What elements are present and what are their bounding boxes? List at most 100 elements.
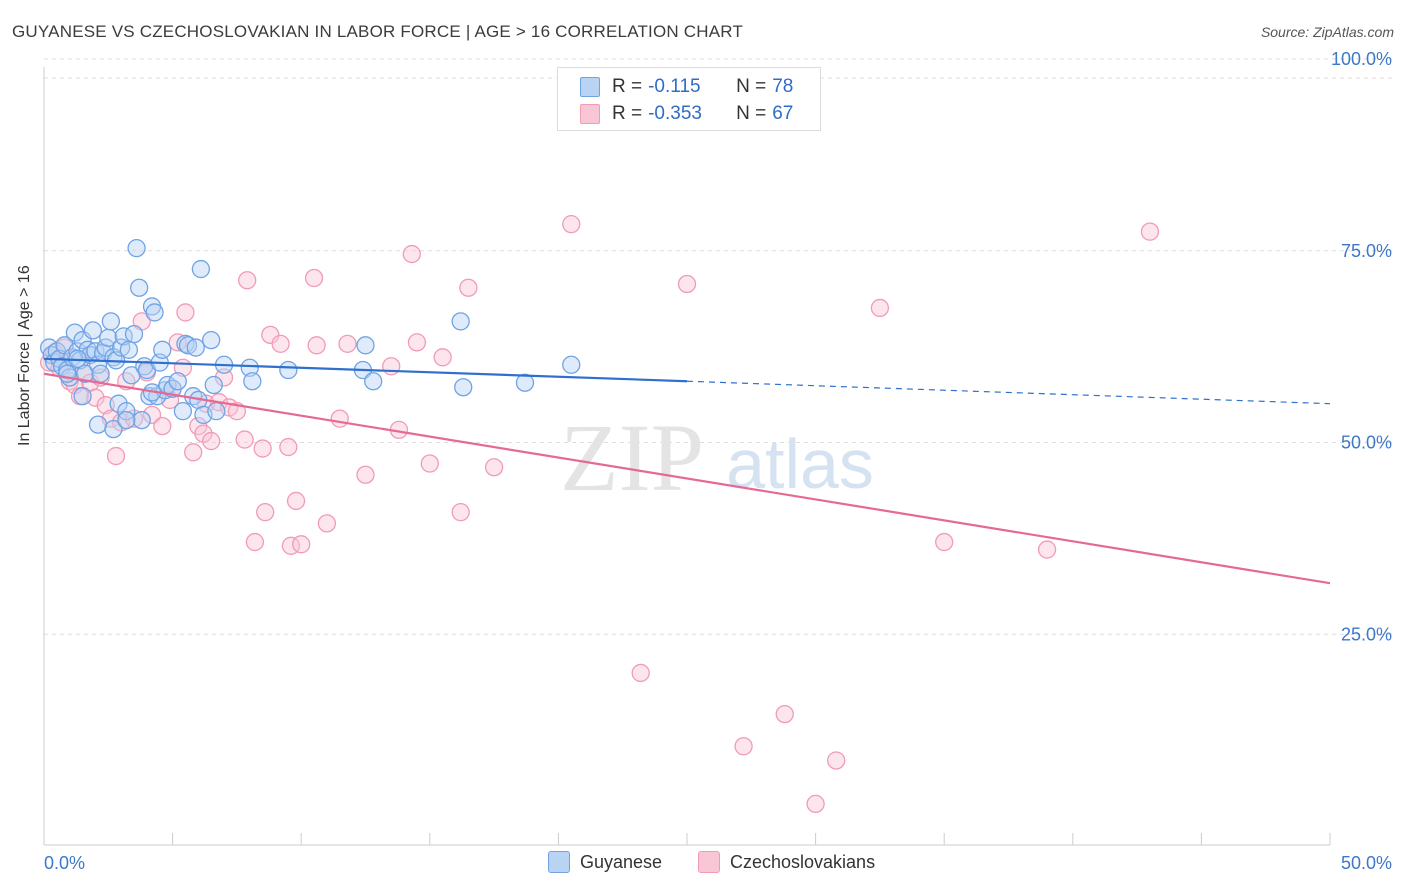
czech-point	[330, 409, 349, 428]
y-tick-label: 75.0%	[1341, 241, 1392, 261]
czech-point	[775, 704, 794, 724]
czech-point	[459, 278, 478, 297]
legend-row-czech: R = -0.353 N = 67	[580, 102, 793, 126]
guyanese-legend-swatch	[548, 851, 570, 873]
guyanese-point	[356, 336, 375, 355]
series-czechoslovakians	[39, 215, 1160, 814]
tick-labels: 25.0% 50.0% 75.0% 100.0% 0.0% 50.0%	[44, 49, 1392, 873]
czech-point	[827, 751, 846, 770]
y-tick-label: 100.0%	[1331, 49, 1392, 69]
czech-point	[214, 368, 234, 387]
czech-point	[245, 532, 265, 552]
correlation-legend: R = -0.115 N = 78 R = -0.353 N = 67	[557, 67, 821, 131]
series-guyanese	[39, 238, 581, 439]
guyanese-point	[202, 330, 221, 350]
czech-point	[235, 430, 254, 449]
czech-point	[562, 215, 581, 234]
czech-point	[451, 502, 470, 522]
watermark: ZIP atlas	[560, 404, 874, 511]
czech-point	[734, 737, 753, 756]
czech-point	[484, 458, 504, 477]
n-label: N =	[736, 103, 767, 124]
guyanese-swatch	[580, 77, 600, 97]
guyanese-trend-extension	[686, 380, 1331, 405]
guyanese-point	[173, 402, 193, 421]
czech-point	[142, 405, 162, 425]
source-label: Source: ZipAtlas.com	[1260, 24, 1394, 40]
guyanese-point	[130, 278, 149, 297]
czech-point	[402, 244, 421, 264]
guyanese-point	[451, 312, 470, 331]
guyanese-point	[204, 375, 223, 395]
czech-trend-line	[43, 372, 1331, 585]
czech-point	[870, 298, 890, 318]
czech-point	[338, 334, 357, 353]
czech-point	[433, 348, 452, 367]
czech-point	[382, 357, 401, 376]
guyanese-point	[145, 303, 164, 322]
guyanese-point	[83, 321, 103, 340]
czech-legend-swatch	[698, 851, 720, 873]
czech-point	[194, 424, 213, 443]
n-label: N =	[736, 76, 767, 97]
czech-point	[176, 303, 195, 322]
r-label: R =	[612, 76, 643, 97]
legend-label-guyanese: Guyanese	[580, 851, 663, 872]
guyanese-point	[91, 364, 110, 383]
chart-title: GUYANESE VS CZECHOSLOVAKIAN IN LABOR FOR…	[12, 22, 744, 41]
czech-swatch	[580, 104, 600, 124]
guyanese-point	[65, 323, 85, 342]
czech-point	[256, 502, 275, 522]
czech-point	[317, 514, 337, 533]
n-value: 67	[772, 103, 794, 124]
guyanese-point	[76, 364, 95, 383]
guyanese-point	[153, 340, 172, 359]
guyanese-point	[240, 358, 259, 377]
guyanese-point	[88, 415, 108, 434]
czech-point	[420, 454, 439, 473]
guyanese-point	[73, 387, 92, 406]
r-value: -0.353	[648, 103, 702, 124]
guyanese-point	[119, 340, 139, 359]
czech-point	[279, 437, 298, 457]
czech-point	[124, 409, 144, 428]
czech-point	[806, 794, 825, 814]
legend-row-guyanese: R = -0.115 N = 78	[580, 75, 793, 99]
czech-point	[307, 336, 326, 355]
czech-point	[261, 325, 280, 345]
guyanese-point	[57, 364, 77, 383]
series-legend: Guyanese Czechoslovakians	[0, 851, 1406, 877]
n-value: 78	[772, 76, 794, 97]
guyanese-point	[562, 355, 581, 374]
czech-point	[1037, 540, 1057, 559]
czech-point	[1140, 222, 1160, 241]
grid-lines	[44, 58, 1392, 635]
guyanese-point	[454, 378, 473, 397]
guyanese-point	[132, 410, 151, 430]
czech-point	[407, 333, 427, 352]
guyanese-point	[168, 372, 187, 391]
r-value: -0.115	[648, 76, 701, 97]
czech-point	[356, 465, 375, 484]
guyanese-point	[364, 372, 383, 391]
czech-point	[238, 271, 257, 290]
guyanese-point	[191, 259, 211, 279]
guyanese-point	[279, 360, 298, 380]
axes	[43, 67, 1331, 846]
czech-point	[153, 416, 172, 436]
guyanese-trend-line	[43, 357, 688, 383]
legend-item-czechoslovakians[interactable]: Czechoslovakians	[698, 851, 875, 873]
czech-point	[286, 491, 306, 511]
czech-point	[677, 274, 697, 294]
guyanese-point	[127, 238, 146, 258]
guyanese-point	[109, 394, 128, 413]
y-tick-label: 25.0%	[1341, 624, 1392, 644]
guyanese-point	[124, 324, 144, 344]
czech-point	[631, 663, 650, 683]
legend-item-guyanese[interactable]: Guyanese	[548, 851, 662, 873]
guyanese-point	[207, 402, 226, 421]
x-tick-label: 50.0%	[1341, 853, 1392, 873]
czech-point	[292, 535, 311, 554]
legend-label-czechoslovakians: Czechoslovakians	[730, 851, 876, 872]
